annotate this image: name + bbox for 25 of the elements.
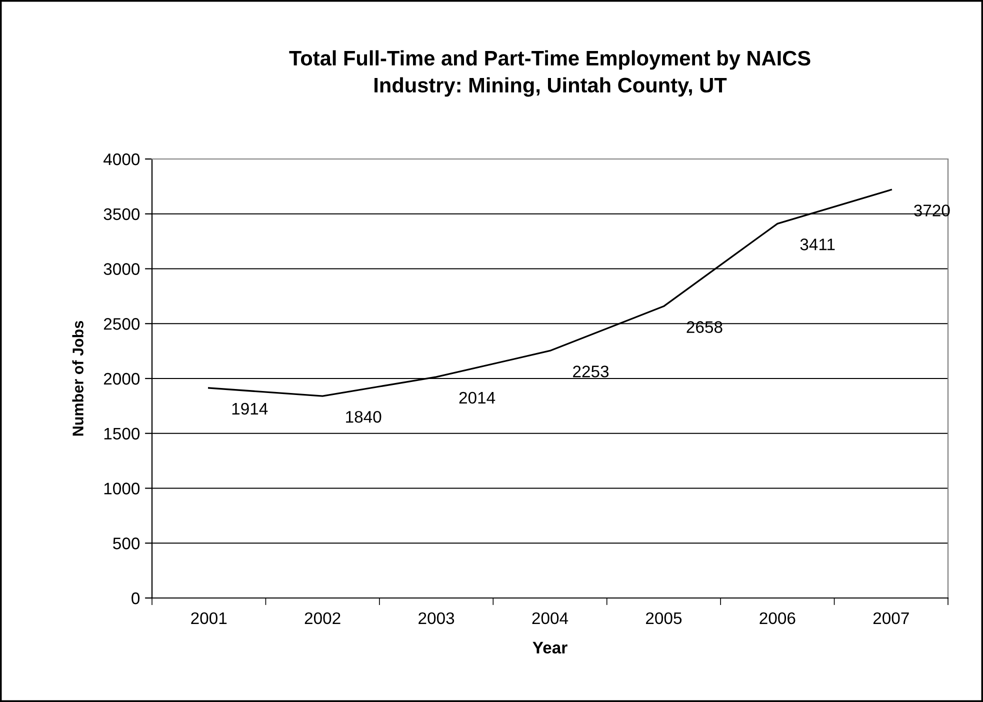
y-tick-label: 1500: [104, 428, 140, 440]
x-tick-label: 2005: [646, 612, 682, 624]
data-label: 2658: [686, 321, 722, 333]
data-label: 1840: [346, 410, 382, 423]
y-tick-label: 2000: [104, 372, 140, 385]
x-tick-label: 2002: [304, 612, 340, 624]
y-tick-label: 500: [113, 538, 140, 550]
x-tick-label: 2004: [532, 612, 568, 624]
x-tick-label: 2006: [760, 612, 796, 624]
data-label: 2253: [573, 366, 609, 378]
x-tick-label: 2007: [873, 612, 909, 624]
y-axis-title: Number of Jobs: [72, 320, 84, 436]
y-tick-label: 2500: [104, 318, 140, 330]
data-label: 1914: [232, 402, 268, 415]
y-tick-label: 1000: [104, 482, 140, 494]
y-tick-label: 4000: [104, 153, 140, 166]
x-tick-label: 2001: [191, 612, 227, 624]
y-tick-label: 3500: [104, 208, 140, 220]
data-label: 3411: [800, 238, 835, 250]
y-tick-label: 3000: [104, 263, 140, 275]
x-tick-label: 2003: [418, 612, 454, 624]
chart-title: Total Full-Time and Part-Time Employment by NAICS Industry: Mining, Uintah County, UT: [289, 50, 810, 97]
data-label: 2014: [459, 392, 496, 404]
x-axis-title: Year: [532, 642, 568, 654]
y-tick-label: 0: [132, 592, 140, 604]
